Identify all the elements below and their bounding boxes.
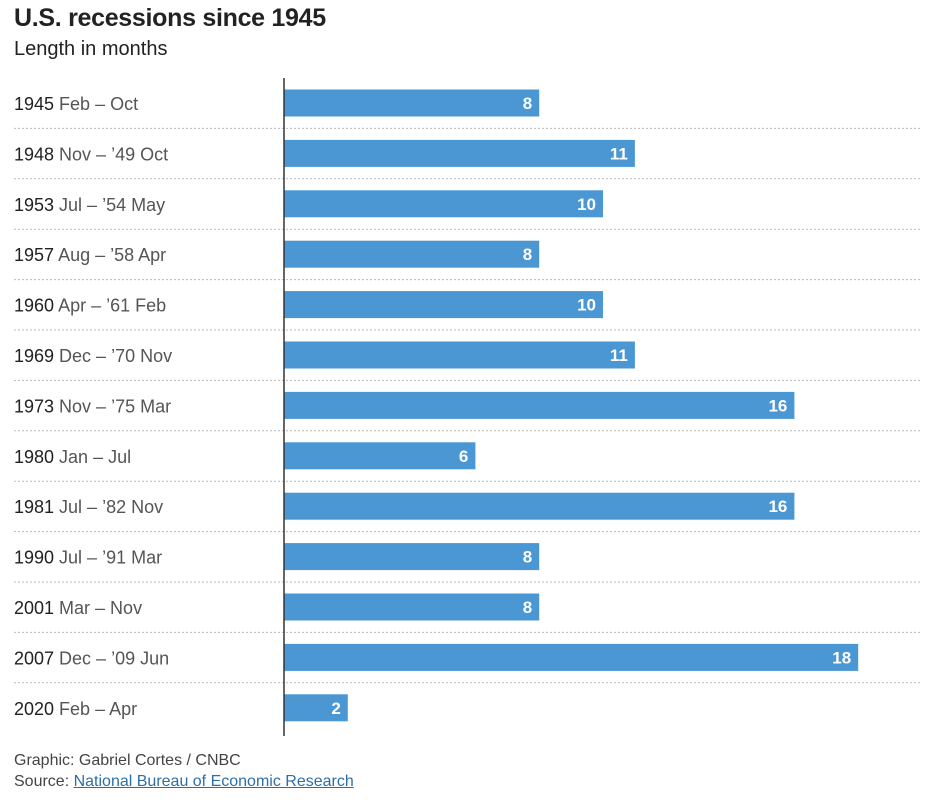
bar-value-label: 8	[523, 548, 532, 567]
category-year: 1980	[14, 447, 59, 467]
chart-title: U.S. recessions since 1945	[14, 4, 326, 32]
bar	[284, 291, 603, 319]
bar-value-label: 16	[768, 396, 787, 415]
category-range: Aug – ’58 Apr	[58, 245, 166, 265]
source-prefix: Source:	[14, 773, 74, 790]
category-year: 1969	[14, 346, 59, 366]
category-label: 1973 Nov – ’75 Mar	[14, 396, 171, 416]
category-year: 2001	[14, 598, 59, 618]
bar-value-label: 11	[610, 346, 628, 365]
category-range: Feb – Apr	[59, 699, 137, 719]
bar	[284, 341, 635, 369]
category-range: Jul – ’54 May	[59, 195, 165, 215]
category-year: 1957	[14, 245, 58, 265]
category-range: Jan – Jul	[59, 447, 131, 467]
category-year: 1960	[14, 296, 58, 316]
bar-value-label: 8	[523, 598, 532, 617]
category-label: 1957 Aug – ’58 Apr	[14, 245, 166, 265]
bar	[284, 694, 348, 722]
bar-value-label: 8	[523, 94, 532, 113]
category-label: 1945 Feb – Oct	[14, 94, 138, 114]
bar	[284, 240, 540, 268]
category-label: 1960 Apr – ’61 Feb	[14, 296, 166, 316]
bar	[284, 643, 859, 671]
bar-value-label: 2	[331, 699, 340, 718]
category-year: 1953	[14, 195, 59, 215]
source-link[interactable]: National Bureau of Economic Research	[73, 773, 354, 790]
category-range: Feb – Oct	[59, 94, 138, 114]
category-range: Nov – ’49 Oct	[59, 144, 168, 164]
category-label: 1948 Nov – ’49 Oct	[14, 144, 168, 164]
bar	[284, 391, 795, 419]
bar-value-label: 18	[832, 648, 851, 667]
category-label: 1990 Jul – ’91 Mar	[14, 548, 162, 568]
bar-value-label: 10	[577, 195, 596, 214]
category-label: 2007 Dec – ’09 Jun	[14, 648, 169, 668]
category-range: Mar – Nov	[59, 598, 142, 618]
category-range: Jul – ’82 Nov	[59, 497, 163, 517]
category-year: 1981	[14, 497, 59, 517]
category-range: Dec – ’09 Jun	[59, 648, 169, 668]
bar	[284, 492, 795, 520]
category-label: 1953 Jul – ’54 May	[14, 195, 165, 215]
category-year: 1945	[14, 94, 59, 114]
category-label: 2020 Feb – Apr	[14, 699, 137, 719]
chart-subtitle: Length in months	[14, 38, 168, 60]
category-year: 1990	[14, 548, 59, 568]
recession-bar-chart: 1945 Feb – Oct 8 1948 Nov – ’49 Oct 11 1953 …	[14, 78, 921, 736]
category-range: Dec – ’70 Nov	[59, 346, 172, 366]
bar	[284, 139, 635, 167]
category-label: 1981 Jul – ’82 Nov	[14, 497, 163, 517]
bar	[284, 442, 476, 470]
category-range: Apr – ’61 Feb	[58, 296, 166, 316]
category-label: 2001 Mar – Nov	[14, 598, 142, 618]
category-label: 1980 Jan – Jul	[14, 447, 131, 467]
bar-value-label: 10	[577, 296, 596, 315]
category-year: 1973	[14, 396, 59, 416]
category-year: 2020	[14, 699, 59, 719]
source-line: Source: National Bureau of Economic Rese…	[14, 773, 354, 791]
bar-value-label: 11	[610, 144, 628, 163]
graphic-credit: Graphic: Gabriel Cortes / CNBC	[14, 752, 241, 769]
category-range: Jul – ’91 Mar	[59, 548, 162, 568]
bar	[284, 89, 540, 117]
category-year: 2007	[14, 648, 59, 668]
bar-value-label: 16	[768, 497, 787, 516]
category-year: 1948	[14, 144, 59, 164]
bar	[284, 190, 603, 218]
bar	[284, 543, 540, 571]
category-label: 1969 Dec – ’70 Nov	[14, 346, 172, 366]
category-range: Nov – ’75 Mar	[59, 396, 171, 416]
bar-value-label: 6	[459, 447, 468, 466]
bar-value-label: 8	[523, 245, 532, 264]
bar	[284, 593, 540, 621]
